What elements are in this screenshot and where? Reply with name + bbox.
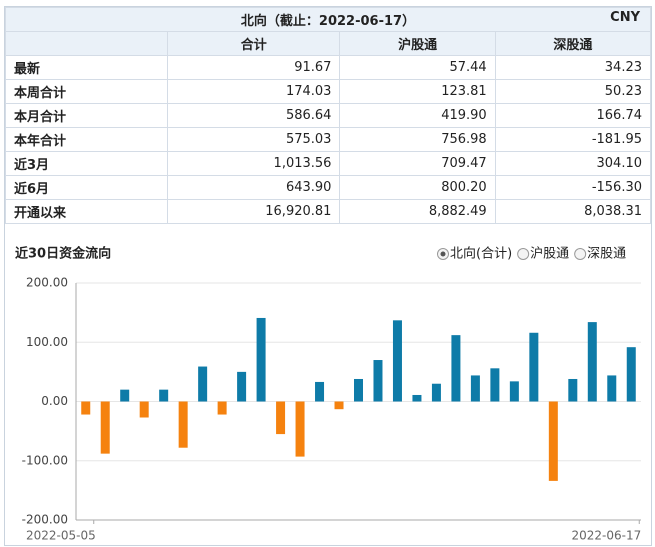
value-cell: 575.03 bbox=[166, 127, 341, 152]
y-tick-label: 100.00 bbox=[26, 335, 68, 349]
value-cell: 123.81 bbox=[339, 79, 496, 104]
row-label: 本月合计 bbox=[5, 103, 168, 128]
value-cell: 174.03 bbox=[166, 79, 341, 104]
title-cell: 北向（截止：2022-06-17） CNY bbox=[5, 7, 651, 32]
value-cell: 57.44 bbox=[339, 55, 496, 80]
row: 最新 91.67 57.44 34.23 bbox=[5, 55, 652, 80]
bar bbox=[392, 320, 402, 402]
row: 近6月 643.90 800.20 -156.30 bbox=[5, 175, 652, 200]
chart: 近30日资金流向 北向(合计) 沪股通 深股通 -200.00 -100.00 0.00 10… bbox=[15, 246, 642, 543]
table-title: 北向（截止：2022-06-17） bbox=[240, 14, 416, 29]
summary-table: 北向（截止：2022-06-17） CNY 合计 沪股通 深股通 最新 91.67 57.… bbox=[5, 7, 652, 224]
column-header: 沪股通 bbox=[339, 31, 496, 56]
value-cell: -156.30 bbox=[494, 175, 652, 200]
bar bbox=[237, 371, 247, 402]
y-tick-label: -200.00 bbox=[22, 513, 68, 527]
legend-label[interactable]: 北向(合计) bbox=[450, 246, 512, 262]
legend-label[interactable]: 深股通 bbox=[587, 247, 626, 262]
bar bbox=[626, 347, 636, 402]
row: 本周合计 174.03 123.81 50.23 bbox=[5, 79, 652, 104]
bar bbox=[470, 375, 480, 402]
bar bbox=[568, 378, 578, 402]
value-cell: -181.95 bbox=[494, 127, 652, 152]
bar bbox=[607, 375, 617, 402]
value-cell: 586.64 bbox=[166, 103, 341, 128]
currency: CNY bbox=[610, 10, 640, 25]
bar bbox=[451, 335, 461, 402]
bar bbox=[295, 401, 305, 457]
bar bbox=[373, 360, 383, 402]
bar bbox=[198, 366, 208, 402]
corner bbox=[5, 31, 168, 56]
value-cell: 34.23 bbox=[494, 55, 652, 80]
bar bbox=[431, 383, 441, 402]
row-label: 本年合计 bbox=[5, 127, 168, 152]
row-label: 最新 bbox=[5, 55, 168, 80]
value-cell: 50.23 bbox=[494, 79, 652, 104]
value-cell: 800.20 bbox=[339, 175, 496, 200]
widget: 北向（截止：2022-06-17） CNY 合计 沪股通 深股通 最新 91.67 57.… bbox=[4, 6, 652, 546]
value-cell: 16,920.81 bbox=[166, 199, 341, 224]
value-cell: 91.67 bbox=[166, 55, 341, 80]
x-tick-label: 2022-06-17 bbox=[572, 529, 642, 543]
y-tick-label: -100.00 bbox=[22, 453, 68, 467]
bar bbox=[159, 389, 169, 402]
bar bbox=[139, 401, 149, 418]
y-tick-label: 200.00 bbox=[26, 276, 68, 290]
value-cell: 756.98 bbox=[339, 127, 496, 152]
column-header: 合计 bbox=[166, 31, 341, 56]
bar bbox=[334, 401, 344, 410]
row: 本月合计 586.64 419.90 166.74 bbox=[5, 103, 652, 128]
row: 开通以来 16,920.81 8,882.49 8,038.31 bbox=[5, 199, 652, 224]
row-label: 本周合计 bbox=[5, 79, 168, 104]
header-row: 合计 沪股通 深股通 bbox=[5, 31, 652, 56]
bar bbox=[81, 401, 91, 415]
row-label: 近6月 bbox=[5, 175, 168, 200]
value-cell: 709.47 bbox=[339, 151, 496, 176]
chart-title: 近30日资金流向 bbox=[15, 246, 111, 262]
y-tick-label: 0.00 bbox=[41, 394, 68, 408]
row-label: 开通以来 bbox=[5, 199, 168, 224]
bar bbox=[178, 401, 188, 448]
legend-label[interactable]: 沪股通 bbox=[530, 246, 569, 262]
x-tick-label: 2022-05-05 bbox=[26, 529, 96, 543]
row: 近3月 1,013.56 709.47 304.10 bbox=[5, 151, 652, 176]
radio[interactable] bbox=[517, 248, 530, 260]
row-label: 近3月 bbox=[5, 151, 168, 176]
bar bbox=[548, 401, 558, 481]
bar bbox=[509, 381, 519, 402]
bar bbox=[529, 332, 539, 402]
value-cell: 8,882.49 bbox=[339, 199, 496, 224]
bar bbox=[100, 401, 110, 454]
bar bbox=[315, 381, 325, 402]
bar bbox=[490, 368, 500, 402]
bar bbox=[256, 317, 266, 402]
row: 本年合计 575.03 756.98 -181.95 bbox=[5, 127, 652, 152]
bar bbox=[412, 394, 422, 402]
bar bbox=[120, 389, 130, 402]
bar bbox=[276, 401, 286, 435]
value-cell: 166.74 bbox=[494, 103, 652, 128]
radio[interactable] bbox=[574, 248, 587, 260]
bar bbox=[217, 401, 227, 415]
radio-dot bbox=[440, 251, 446, 257]
title-row: 北向（截止：2022-06-17） CNY bbox=[5, 7, 651, 32]
value-cell: 8,038.31 bbox=[494, 199, 652, 224]
value-cell: 304.10 bbox=[494, 151, 652, 176]
column-header: 深股通 bbox=[494, 31, 652, 56]
bar bbox=[354, 378, 363, 402]
value-cell: 419.90 bbox=[339, 103, 496, 128]
bar bbox=[587, 322, 597, 402]
value-cell: 1,013.56 bbox=[166, 151, 341, 176]
value-cell: 643.90 bbox=[166, 175, 341, 200]
